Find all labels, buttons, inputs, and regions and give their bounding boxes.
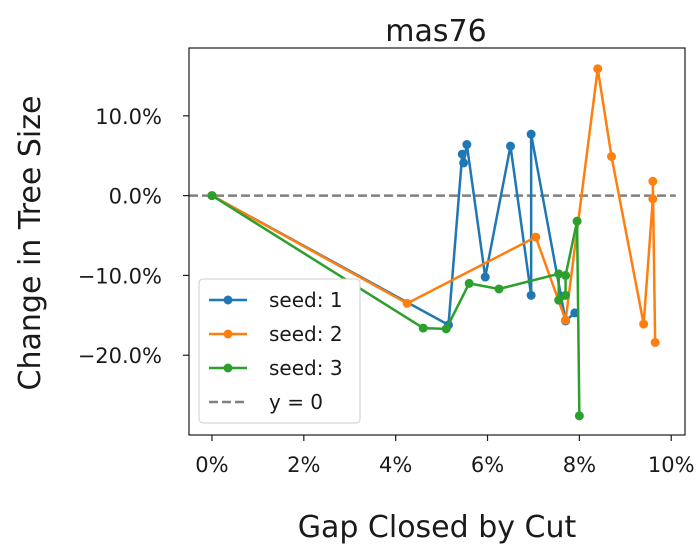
data-point — [494, 284, 504, 294]
data-point — [462, 140, 472, 150]
data-point — [554, 269, 564, 279]
y-tick-label: −20.0% — [78, 344, 162, 368]
x-axis: 0% 2% 4% 6% 8% 10% — [195, 435, 695, 477]
legend-item: seed: 3 — [209, 356, 343, 380]
data-point — [639, 319, 649, 329]
legend-item: seed: 2 — [209, 322, 343, 346]
data-point — [526, 290, 536, 300]
x-tick-label: 0% — [195, 453, 228, 477]
data-point — [554, 295, 564, 305]
data-point — [418, 323, 428, 333]
legend-marker — [223, 363, 233, 373]
y-axis-label: Change in Tree Size — [13, 96, 48, 391]
data-point — [441, 324, 451, 334]
data-point — [572, 216, 582, 226]
legend-marker — [223, 295, 233, 305]
x-axis-label: Gap Closed by Cut — [298, 510, 577, 545]
data-point — [505, 141, 515, 151]
data-point — [526, 129, 536, 139]
x-tick-label: 2% — [287, 453, 320, 477]
data-point — [561, 290, 571, 300]
chart-title: mas76 — [385, 14, 486, 49]
x-tick-label: 10% — [648, 453, 695, 477]
legend: seed: 1 seed: 2 seed: 3 y = 0 — [198, 278, 361, 424]
data-point — [650, 337, 660, 347]
y-tick-label: 10.0% — [95, 105, 162, 129]
legend-label: seed: 3 — [269, 356, 343, 380]
data-point — [457, 149, 467, 159]
data-point — [561, 270, 571, 280]
data-point — [607, 152, 617, 162]
data-point — [459, 158, 469, 168]
data-point — [480, 272, 490, 282]
legend-item: y = 0 — [209, 390, 323, 414]
data-point — [207, 191, 217, 201]
legend-label: y = 0 — [269, 390, 323, 414]
series-3 — [207, 191, 584, 421]
y-tick-label: −10.0% — [78, 264, 162, 288]
y-axis: −20.0% −10.0% 0.0% 10.0% — [78, 105, 189, 368]
legend-label: seed: 1 — [269, 288, 343, 312]
legend-label: seed: 2 — [269, 322, 343, 346]
data-point — [402, 298, 412, 308]
data-point — [561, 315, 571, 325]
plot-area — [189, 64, 676, 421]
data-point — [464, 278, 474, 288]
x-tick-label: 6% — [471, 453, 504, 477]
series-line — [211, 67, 657, 343]
x-tick-label: 4% — [379, 453, 412, 477]
data-point — [574, 411, 584, 421]
data-point — [648, 176, 658, 186]
data-point — [593, 64, 603, 74]
data-point — [648, 194, 658, 204]
legend-box — [198, 278, 361, 424]
plot-frame — [188, 47, 686, 436]
legend-item: seed: 1 — [209, 288, 343, 312]
x-tick-label: 8% — [563, 453, 596, 477]
y-tick-label: 0.0% — [109, 185, 162, 209]
legend-marker — [223, 329, 233, 339]
data-point — [531, 232, 541, 242]
